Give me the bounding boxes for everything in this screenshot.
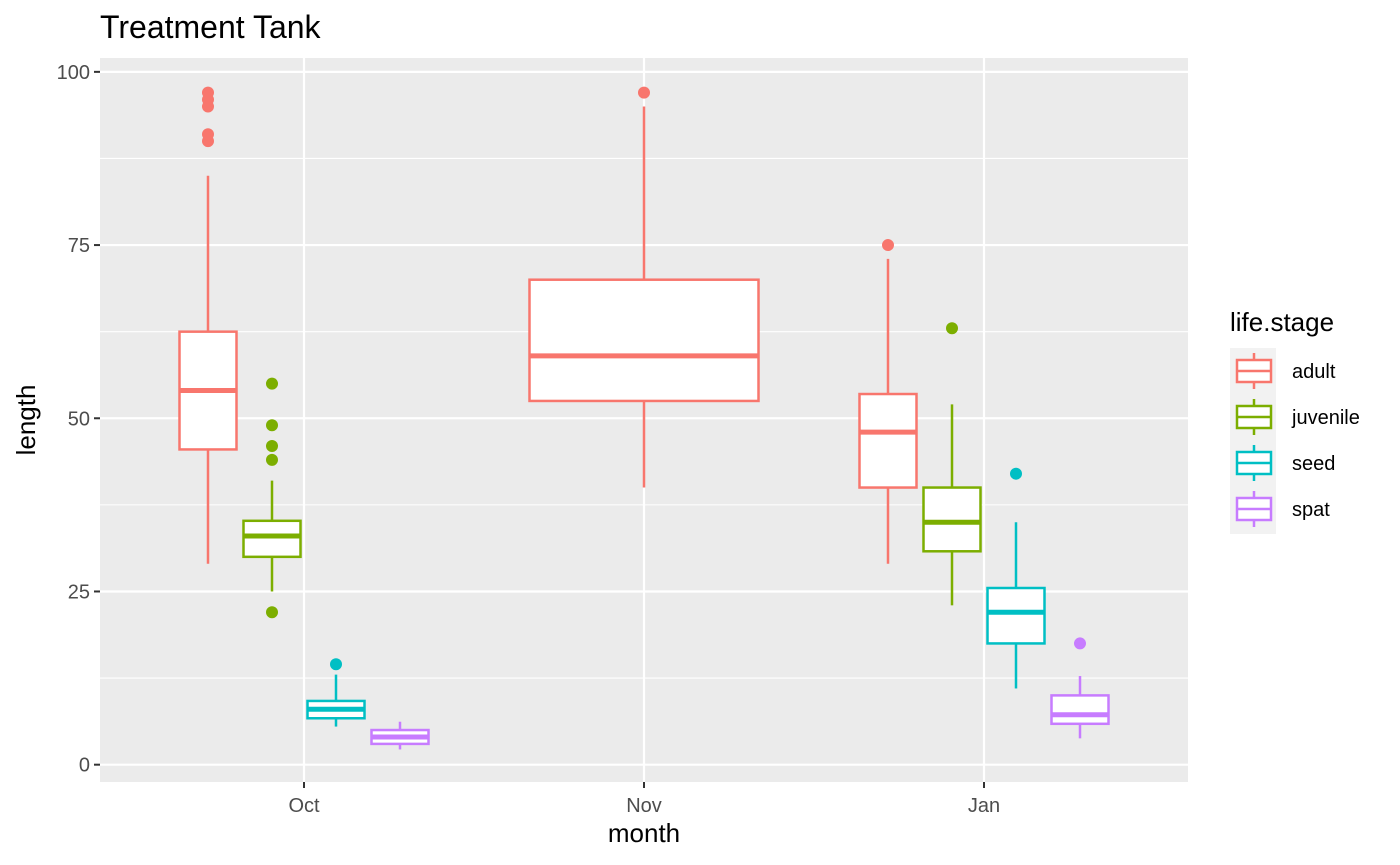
outlier-point bbox=[266, 419, 278, 432]
series-juvenile bbox=[242, 322, 982, 619]
outlier-point bbox=[882, 239, 894, 252]
x-tick-label: Nov bbox=[626, 795, 662, 817]
series-adult bbox=[178, 86, 918, 564]
legend-key-seed bbox=[1235, 445, 1273, 481]
outlier-point bbox=[266, 439, 278, 452]
legend-title: life.stage bbox=[1230, 307, 1334, 337]
outlier-point bbox=[1074, 637, 1086, 650]
box-iqr bbox=[922, 486, 982, 553]
box-iqr bbox=[242, 519, 302, 559]
legend-key-adult bbox=[1235, 353, 1273, 389]
x-tick-label: Oct bbox=[288, 795, 320, 817]
box-seed-oct bbox=[306, 658, 366, 727]
legend-key-spat bbox=[1235, 491, 1273, 527]
box-iqr bbox=[986, 586, 1046, 645]
box-iqr bbox=[858, 392, 918, 489]
box-spat-jan bbox=[1050, 637, 1110, 739]
legend-label-adult: adult bbox=[1292, 361, 1336, 383]
box-iqr bbox=[528, 278, 760, 403]
y-tick-label: 100 bbox=[57, 62, 90, 84]
y-axis-title: length bbox=[11, 385, 41, 456]
x-axis-title: month bbox=[608, 818, 680, 848]
legend-label-juvenile: juvenile bbox=[1291, 407, 1360, 429]
box-adult-jan bbox=[858, 239, 918, 564]
x-tick-label: Jan bbox=[968, 795, 1000, 817]
box-seed-jan bbox=[986, 467, 1046, 689]
outlier-point bbox=[638, 86, 650, 99]
box-spat-oct bbox=[370, 721, 430, 750]
box-adult-nov bbox=[528, 86, 760, 488]
y-tick-label: 75 bbox=[68, 235, 90, 257]
outlier-point bbox=[202, 128, 214, 141]
y-tick-label: 25 bbox=[68, 581, 90, 603]
y-axis: 0 25 50 75 100 bbox=[57, 62, 100, 777]
outlier-point bbox=[946, 322, 958, 335]
outlier-point bbox=[1010, 467, 1022, 480]
outlier-point bbox=[266, 453, 278, 466]
box-juvenile-oct bbox=[242, 377, 302, 619]
legend-key-juvenile bbox=[1235, 399, 1273, 435]
outlier-point bbox=[266, 606, 278, 619]
series-spat bbox=[370, 637, 1110, 750]
box-iqr bbox=[1050, 694, 1110, 726]
chart-title: Treatment Tank bbox=[100, 9, 322, 45]
outlier-point bbox=[202, 86, 214, 99]
legend-label-spat: spat bbox=[1292, 499, 1330, 521]
outlier-point bbox=[330, 658, 342, 671]
box-series bbox=[178, 86, 1110, 750]
x-axis: Oct Nov Jan bbox=[288, 782, 1000, 817]
outlier-point bbox=[266, 377, 278, 390]
legend-label-seed: seed bbox=[1292, 453, 1335, 475]
box-juvenile-jan bbox=[922, 322, 982, 606]
box-adult-oct bbox=[178, 86, 238, 564]
y-tick-label: 0 bbox=[79, 755, 90, 777]
y-tick-label: 50 bbox=[68, 408, 90, 430]
legend: life.stage adult juvenile seed spat bbox=[1230, 307, 1360, 534]
series-seed bbox=[306, 467, 1046, 727]
